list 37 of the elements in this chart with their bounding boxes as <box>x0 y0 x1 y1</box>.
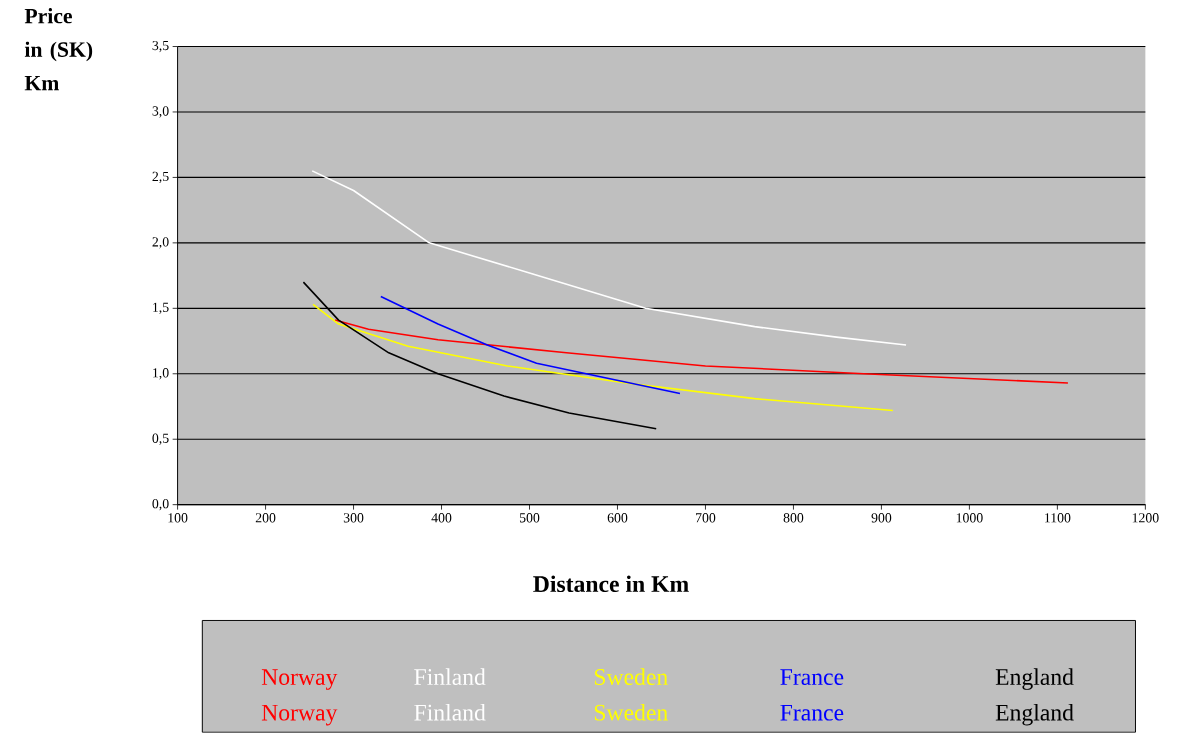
y-tick-label: 0,0 <box>152 499 169 511</box>
x-tick-label: 700 <box>696 513 716 523</box>
text: Finland <box>414 704 486 721</box>
line-series <box>302 281 657 430</box>
y-tick-label: 1,5 <box>153 302 169 315</box>
text: Sweden <box>594 668 668 686</box>
x-tick-label: 1100 <box>1045 513 1071 523</box>
x-tick-label: 300 <box>343 513 364 523</box>
y-tick-label: 2,0 <box>152 237 169 249</box>
text: France <box>780 669 844 686</box>
x-tick-label: 800 <box>783 513 804 523</box>
x-tick-label: 900 <box>871 513 892 523</box>
x-tick-label: 600 <box>607 513 628 523</box>
x-tick-label: 100 <box>168 513 188 523</box>
y-tick-label: 3,5 <box>152 41 169 53</box>
y-tick-label: 1,0 <box>153 368 169 380</box>
x-tick-label: 400 <box>431 513 452 523</box>
text: England <box>995 704 1074 726</box>
y-axis-title: Price in (SK) Km <box>24 8 93 91</box>
text: Sweden <box>594 704 668 721</box>
x-tick-label: 1000 <box>956 513 983 523</box>
y-tick-label: 0,5 <box>152 433 169 445</box>
text: Norway <box>261 705 338 726</box>
x-tick-label: 500 <box>519 513 540 523</box>
x-tick-label: 1200 <box>1132 513 1159 523</box>
line-series <box>312 303 894 412</box>
line-series <box>334 319 1069 384</box>
text: Finland <box>414 668 486 686</box>
y-tick-label: 2,5 <box>152 171 169 184</box>
line-series <box>311 170 907 346</box>
text: France <box>780 705 844 721</box>
x-tick-label: 200 <box>255 513 276 523</box>
text: England <box>995 668 1074 690</box>
y-tick-label: 3,0 <box>152 106 169 118</box>
text: Norway <box>261 669 338 690</box>
line-series <box>380 295 681 395</box>
x-axis-title: Distance in Km <box>533 575 689 593</box>
